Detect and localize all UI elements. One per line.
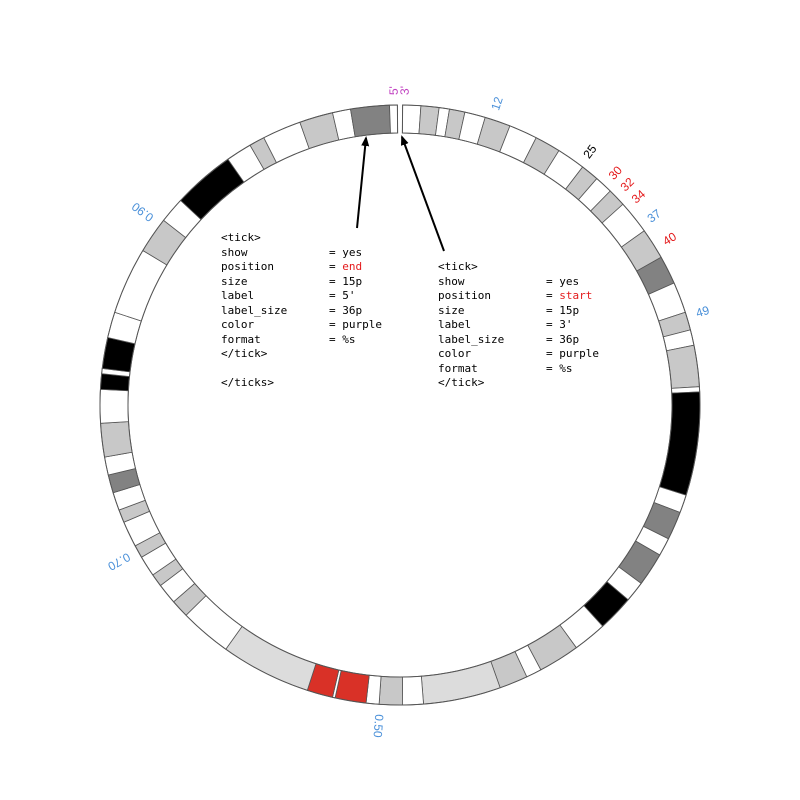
code-line: color = purple (221, 318, 382, 333)
code-value: = %s (546, 361, 573, 375)
code-line: <tick> (221, 231, 382, 246)
tick-label: 0.90 (129, 199, 156, 224)
tick-label: 0.70 (105, 550, 132, 574)
code-value: = 36p (546, 332, 580, 346)
code-line: position = start (438, 289, 599, 304)
code-key: label_size (438, 332, 505, 346)
code-line: </tick> (438, 376, 599, 391)
code-line: label_size = 36p (438, 333, 599, 348)
code-line: </ticks> (221, 376, 382, 391)
code-line: format = %s (221, 333, 382, 348)
code-line (221, 362, 382, 377)
code-line: color = purple (438, 347, 599, 362)
code-key: </ticks> (221, 376, 274, 389)
code-line: show = yes (221, 246, 382, 261)
ideogram-band (378, 675, 404, 706)
tick-label: 3' (398, 86, 412, 95)
code-value: = %s (329, 332, 356, 346)
tick-label: 5' (387, 86, 401, 95)
arrow-to-5prime (356, 136, 370, 229)
code-key: </tick> (221, 347, 268, 360)
tick-label: 40 (660, 229, 679, 248)
code-key: <tick> (221, 231, 261, 244)
code-key: label (221, 289, 255, 302)
tick-label: 49 (694, 303, 711, 320)
code-key: size (438, 303, 465, 317)
code-key: size (221, 274, 248, 288)
code-key: position (438, 289, 491, 302)
code-value-highlight: end (342, 260, 363, 273)
code-line: label = 5' (221, 289, 382, 304)
code-line: show = yes (438, 275, 599, 290)
tick-label: 0.50 (371, 714, 387, 739)
code-block-3prime: <tick> show = yes position = start size = 15p l… (438, 260, 599, 391)
ideogram-band (401, 104, 422, 135)
code-key: <tick> (438, 260, 478, 273)
ideogram-bands (99, 104, 701, 706)
ideogram-band (100, 421, 133, 458)
code-value: = (546, 289, 560, 302)
tick-label: 25 (580, 142, 599, 161)
code-key: color (438, 347, 472, 360)
code-value: = 5' (329, 289, 356, 302)
code-line: position = end (221, 260, 382, 275)
ideogram-band (401, 675, 424, 706)
code-line: label_size = 36p (221, 304, 382, 319)
ideogram-band (420, 660, 501, 705)
code-line: size = 15p (221, 275, 382, 290)
code-value: = purple (329, 318, 382, 331)
code-value: = 15p (546, 303, 580, 317)
code-value: = 15p (329, 274, 363, 288)
ideogram-border (99, 104, 701, 706)
code-key: label (438, 318, 472, 331)
code-value: = yes (329, 245, 363, 259)
code-value: = 3' (546, 318, 573, 331)
ideogram-band (350, 104, 391, 138)
code-key: position (221, 260, 274, 273)
arrow-to-3prime (401, 135, 445, 252)
tick-label: 37 (645, 206, 664, 225)
code-value: = yes (546, 274, 580, 288)
code-line: format = %s (438, 362, 599, 377)
ideogram-band (114, 249, 168, 322)
code-key: show (221, 245, 248, 259)
code-value: = 36p (329, 303, 363, 317)
ideogram-outline (99, 104, 701, 706)
ideogram-band (389, 104, 399, 134)
ideogram-band (99, 388, 129, 424)
code-key: format (438, 361, 478, 375)
ideogram-band (658, 391, 701, 496)
code-block-5prime: <tick> show = yes position = end size = 15p lab… (221, 231, 382, 391)
code-value-highlight: start (559, 289, 593, 302)
code-key: show (438, 274, 465, 288)
tick-label: 12 (488, 95, 506, 112)
code-line: size = 15p (438, 304, 599, 319)
code-key: color (221, 318, 255, 331)
code-value: = (329, 260, 343, 273)
code-key: </tick> (438, 376, 485, 389)
code-line: </tick> (221, 347, 382, 362)
code-key: label_size (221, 303, 288, 317)
code-key: format (221, 332, 261, 346)
code-line: label = 3' (438, 318, 599, 333)
code-value: = purple (546, 347, 599, 360)
code-line: <tick> (438, 260, 599, 275)
